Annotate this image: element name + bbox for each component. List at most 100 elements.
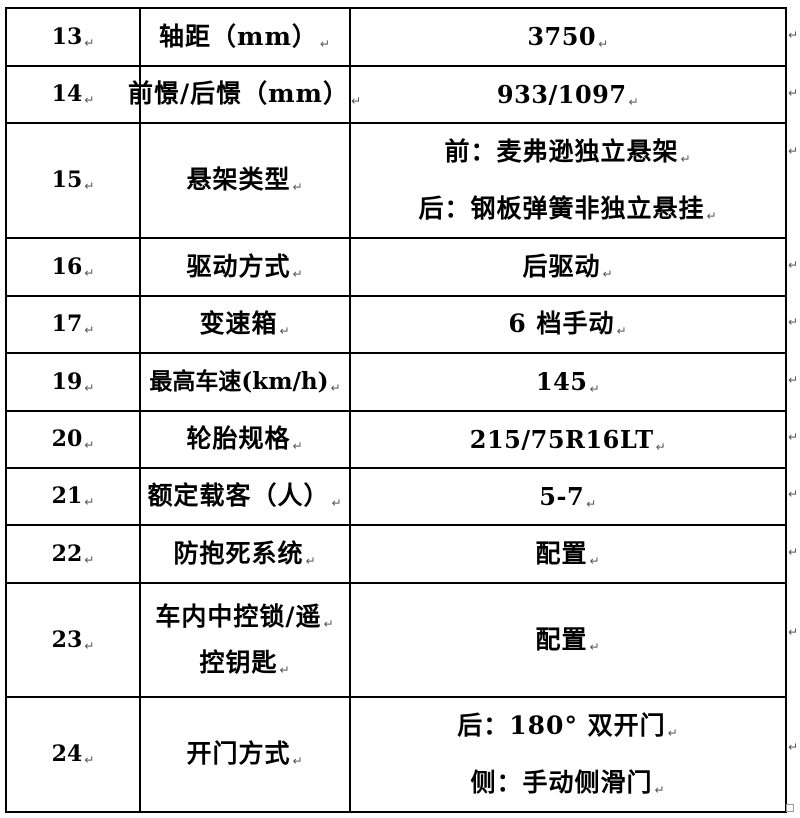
row-index-cell-line: 21 ↵ xyxy=(51,483,95,510)
paragraph-mark-icon: ↵ xyxy=(84,552,95,567)
spec-item-cell-content: 轴距（mm） ↵ xyxy=(141,20,349,55)
spec-value-cell-line: 配置 ↵ xyxy=(535,538,601,568)
spec-value-cell: 后驱动 ↵ xyxy=(349,237,787,297)
spec-item-cell-content: 最高车速(km/h) ↵ xyxy=(141,366,349,398)
paragraph-mark-icon: ↵ xyxy=(628,94,640,109)
spec-value-cell: 215/75R16LT ↵ xyxy=(349,410,787,469)
spec-item-cell-line: 控钥匙 ↵ xyxy=(199,648,291,677)
spec-value-cell-line: 后驱动 ↵ xyxy=(522,251,614,281)
spec-item-cell: 悬架类型 ↵ xyxy=(139,122,351,239)
paragraph-mark-icon: ↵ xyxy=(706,208,718,223)
spec-value-cell-line: 后：钢板弹簧非独立悬挂 ↵ xyxy=(418,193,718,223)
row-index-cell: 13 ↵ xyxy=(5,7,141,67)
row-index-cell-content: 16 ↵ xyxy=(7,252,139,283)
spec-value-cell-content: 215/75R16LT ↵ xyxy=(351,423,785,456)
spec-item-cell: 额定载客（人） ↵ xyxy=(139,467,351,526)
row-index-cell-line: 23 ↵ xyxy=(51,626,95,653)
spec-item-cell-content: 驱动方式 ↵ xyxy=(141,250,349,285)
paragraph-mark-icon: ↵ xyxy=(654,782,666,797)
row-index-cell-line: 19 ↵ xyxy=(51,368,95,395)
spec-item-cell-content: 防抱死系统 ↵ xyxy=(141,537,349,572)
row-index-cell: 21 ↵ xyxy=(5,467,141,526)
row-index-cell: 17 ↵ xyxy=(5,295,141,354)
row-index-cell-content: 17 ↵ xyxy=(7,309,139,340)
row-index-cell: 24 ↵ xyxy=(5,696,141,813)
table-row: 17 ↵ 变速箱 ↵ 6 档手动 ↵ xyxy=(5,295,787,354)
row-index-cell-content: 20 ↵ xyxy=(7,424,139,455)
paragraph-mark-icon: ↵ xyxy=(292,180,304,195)
row-index-cell-line: 15 ↵ xyxy=(51,167,95,194)
spec-item-cell-line: 额定载客（人） ↵ xyxy=(147,481,343,511)
spec-item-cell: 驱动方式 ↵ xyxy=(139,237,351,297)
spec-value-cell: 后：180° 双开门 ↵ 侧：手动侧滑门 ↵ xyxy=(349,696,787,813)
spec-value-cell-line: 145 ↵ xyxy=(535,367,601,397)
row-index-cell-line: 22 ↵ xyxy=(51,540,95,567)
spec-value-cell-content: 145 ↵ xyxy=(351,365,785,398)
spec-item-cell-line: 轴距（mm） ↵ xyxy=(159,21,331,51)
row-index-cell-line: 16 ↵ xyxy=(51,253,95,280)
paragraph-mark-icon: ↵ xyxy=(351,94,363,109)
row-index-cell: 16 ↵ xyxy=(5,237,141,297)
spec-item-cell-line: 车内中控锁/遥 ↵ xyxy=(155,601,335,631)
paragraph-mark-icon: ↵ xyxy=(84,265,95,280)
paragraph-mark-icon: ↵ xyxy=(323,616,335,631)
row-end-paragraph-mark-icon: ↵ xyxy=(788,144,799,158)
paragraph-mark-icon: ↵ xyxy=(84,179,95,194)
row-end-paragraph-mark-icon: ↵ xyxy=(788,28,799,42)
table-row: 19 ↵ 最高车速(km/h) ↵ 145 ↵ xyxy=(5,352,787,412)
paragraph-mark-icon: ↵ xyxy=(84,495,95,510)
spec-value-cell-content: 配置 ↵ xyxy=(351,623,785,658)
row-index-cell-line: 24 ↵ xyxy=(51,741,95,768)
paragraph-mark-icon: ↵ xyxy=(84,93,95,108)
spec-item-cell-line: 驱动方式 ↵ xyxy=(186,251,304,281)
spec-item-cell: 轮胎规格 ↵ xyxy=(139,410,351,469)
row-index-cell-content: 15 ↵ xyxy=(7,165,139,196)
end-of-document-mark xyxy=(786,804,794,812)
spec-item-cell-line: 开门方式 ↵ xyxy=(186,739,304,769)
spec-item-cell: 开门方式 ↵ xyxy=(139,696,351,813)
row-index-cell: 20 ↵ xyxy=(5,410,141,469)
spec-value-cell-content: 后驱动 ↵ xyxy=(351,250,785,285)
row-index-cell: 23 ↵ xyxy=(5,582,141,698)
paragraph-mark-icon: ↵ xyxy=(292,266,304,281)
paragraph-mark-icon: ↵ xyxy=(279,663,291,677)
spec-value-cell: 3750 ↵ xyxy=(349,7,787,67)
paragraph-mark-icon: ↵ xyxy=(279,324,291,339)
spec-item-cell-content: 额定载客（人） ↵ xyxy=(141,479,349,514)
spec-value-cell-line: 6 档手动 ↵ xyxy=(508,309,628,339)
vehicle-spec-table: 13 ↵ 轴距（mm） ↵ 3750 ↵ 14 ↵ 前憬/后憬（mm） ↵ 933/1097 ↵ 15 ↵… xyxy=(5,7,787,813)
spec-value-cell-content: 配置 ↵ xyxy=(351,537,785,572)
table-row: 24 ↵ 开门方式 ↵ 后：180° 双开门 ↵ 侧：手动侧滑门 ↵ xyxy=(5,696,787,813)
paragraph-mark-icon: ↵ xyxy=(616,324,628,339)
table-row: 15 ↵ 悬架类型 ↵ 前：麦弗逊独立悬架 ↵ 后：钢板弹簧非独立悬挂 ↵ xyxy=(5,122,787,239)
paragraph-mark-icon: ↵ xyxy=(84,438,95,453)
spec-value-cell: 145 ↵ xyxy=(349,352,787,412)
row-index-cell-content: 21 ↵ xyxy=(7,481,139,512)
paragraph-mark-icon: ↵ xyxy=(655,439,667,454)
paragraph-mark-icon: ↵ xyxy=(292,754,304,769)
row-end-paragraph-mark-icon: ↵ xyxy=(788,373,799,387)
paragraph-mark-icon: ↵ xyxy=(589,553,601,568)
spec-item-cell-content: 变速箱 ↵ xyxy=(141,307,349,342)
paragraph-mark-icon: ↵ xyxy=(598,37,609,52)
row-index-cell: 22 ↵ xyxy=(5,524,141,584)
paragraph-mark-icon: ↵ xyxy=(330,380,341,395)
paragraph-mark-icon: ↵ xyxy=(602,266,614,281)
paragraph-mark-icon: ↵ xyxy=(586,496,597,511)
row-index-cell-content: 24 ↵ xyxy=(7,739,139,770)
spec-value-cell-line: 配置 ↵ xyxy=(535,624,601,654)
row-index-cell-line: 14 ↵ xyxy=(51,81,95,108)
spec-value-cell: 配置 ↵ xyxy=(349,524,787,584)
spec-value-cell-line: 3750 ↵ xyxy=(527,22,609,52)
spec-value-cell: 配置 ↵ xyxy=(349,582,787,698)
row-index-cell-line: 20 ↵ xyxy=(51,426,95,453)
row-end-paragraph-mark-icon: ↵ xyxy=(788,487,799,501)
paragraph-mark-icon: ↵ xyxy=(84,35,95,50)
spec-item-cell-content: 轮胎规格 ↵ xyxy=(141,422,349,457)
table-row: 13 ↵ 轴距（mm） ↵ 3750 ↵ xyxy=(5,7,787,67)
table-row: 14 ↵ 前憬/后憬（mm） ↵ 933/1097 ↵ xyxy=(5,65,787,124)
spec-item-cell: 防抱死系统 ↵ xyxy=(139,524,351,584)
spec-value-cell-content: 后：180° 双开门 ↵ 侧：手动侧滑门 ↵ xyxy=(351,709,785,800)
row-index-cell-content: 13 ↵ xyxy=(7,22,139,53)
